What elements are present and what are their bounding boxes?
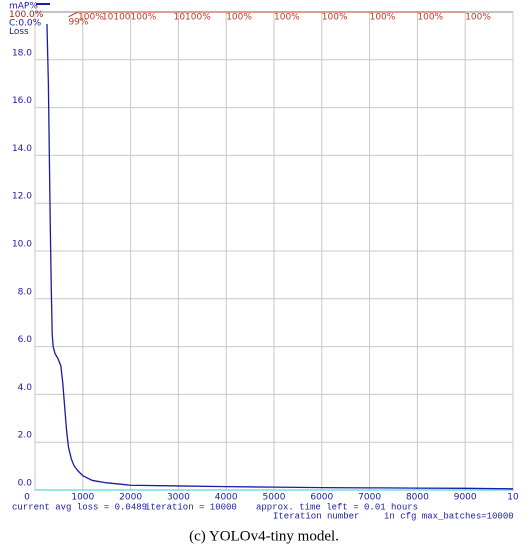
value-label: 100% — [274, 13, 300, 23]
x-tick-label: 0 — [24, 493, 30, 503]
value-label: 100% — [417, 13, 443, 23]
x-tick-label: 8000 — [406, 493, 429, 503]
series-line — [68, 11, 466, 18]
value-label: 100% — [322, 13, 348, 23]
y-tick-label: 18.0 — [12, 48, 32, 58]
value-label: 99% — [68, 17, 88, 27]
x-tick-label: 2000 — [119, 493, 142, 503]
y-tick-label: 0.0 — [18, 479, 33, 489]
value-label: 100% — [465, 13, 491, 23]
legend-text: mAP% — [9, 2, 38, 12]
footer-text: current avg loss = 0.0489 — [12, 502, 147, 512]
series-line — [46, 23, 514, 490]
y-tick-label: 6.0 — [18, 335, 33, 345]
y-tick-label: 14.0 — [12, 144, 32, 154]
x-tick-label: 5000 — [263, 493, 286, 503]
x-tick-label: 7000 — [358, 493, 381, 503]
y-tick-label: 12.0 — [12, 192, 32, 202]
y-tick-label: 8.0 — [18, 287, 33, 297]
x-tick-label: 6000 — [310, 493, 333, 503]
value-label: 100% — [78, 13, 104, 23]
legend-text: C:0.0% — [9, 19, 42, 29]
value-label: 100% — [370, 13, 396, 23]
footer-text: in cfg max_batches=10000 — [384, 511, 514, 521]
value-label: 10100100% — [102, 13, 157, 23]
legend-text: 100.0% — [9, 10, 44, 20]
x-tick-label: 10 — [507, 493, 519, 503]
x-tick-label: 1000 — [71, 493, 94, 503]
x-tick-label: 4000 — [215, 493, 238, 503]
x-tick-label: 9000 — [454, 493, 477, 503]
caption: (c) YOLOv4-tiny model. — [189, 528, 339, 544]
legend-text: Loss — [9, 27, 29, 37]
y-tick-label: 10.0 — [12, 240, 32, 250]
y-tick-label: 2.0 — [18, 431, 33, 441]
y-tick-label: 16.0 — [12, 96, 32, 106]
footer-text: iteration = 10000 — [145, 502, 237, 512]
footer-text: approx. time left = 0.01 hours — [256, 502, 418, 512]
y-tick-label: 4.0 — [18, 383, 33, 393]
value-label: 10100% — [174, 13, 212, 23]
x-axis-label: Iteration number — [273, 511, 359, 521]
x-tick-label: 3000 — [167, 493, 190, 503]
value-label: 100% — [226, 13, 252, 23]
